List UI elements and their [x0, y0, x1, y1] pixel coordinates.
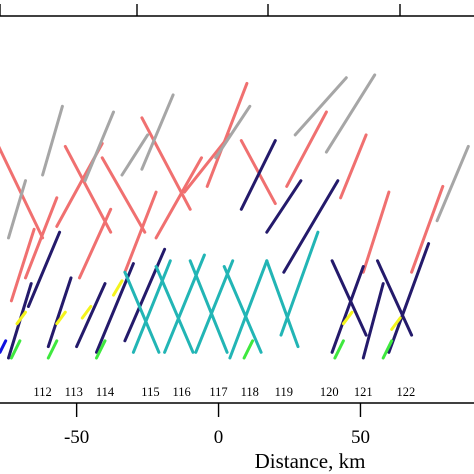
ray-salmon-5	[123, 190, 158, 274]
ray-salmon-7	[205, 81, 249, 188]
ray-gray-21	[120, 133, 150, 177]
ray-salmon-1	[0, 145, 45, 240]
ray-green-59	[242, 339, 255, 360]
x-tick-label: -50	[64, 427, 89, 448]
station-label: 113	[65, 385, 83, 399]
ray-salmon-11	[183, 133, 232, 194]
station-label: 120	[320, 385, 339, 399]
ray-navy-33	[265, 179, 303, 234]
ray-teal-45	[154, 265, 195, 354]
ray-yellow-53	[112, 279, 124, 297]
x-tick-label: 0	[214, 427, 224, 448]
station-label: 121	[354, 385, 373, 399]
ray-yellow-55	[390, 316, 402, 331]
ray-teal-44	[123, 270, 161, 354]
station-label: 112	[33, 385, 51, 399]
ray-gray-23	[293, 76, 348, 137]
ray-salmon-2	[24, 196, 59, 280]
ray-navy-32	[239, 139, 277, 211]
ray-blue-62	[0, 339, 8, 354]
ray-salmon-8	[63, 144, 113, 234]
ray-navy-38	[330, 259, 368, 337]
ray-navy-28	[75, 282, 107, 349]
ray-salmon-9	[100, 156, 147, 234]
ray-yellow-51	[55, 310, 67, 326]
station-label: 122	[397, 385, 416, 399]
station-label: 115	[141, 385, 159, 399]
ray-gray-24	[324, 73, 377, 154]
ray-green-61	[381, 339, 394, 360]
ray-teal-48	[265, 259, 300, 349]
ray-salmon-4	[78, 207, 113, 280]
ray-salmon-14	[339, 133, 368, 200]
station-labels: 110111112113114115116117118119120121122	[0, 385, 415, 399]
ray-salmon-13	[285, 110, 328, 188]
ray-teal-40	[131, 259, 172, 354]
plot-area	[0, 73, 470, 360]
ray-navy-27	[26, 230, 62, 308]
ray-salmon-15	[361, 190, 391, 274]
ray-green-56	[9, 339, 22, 360]
ray-yellow-50	[15, 310, 27, 326]
ray-teal-41	[163, 253, 206, 354]
x-axis-label: Distance, km	[255, 449, 366, 473]
ray-gray-19	[83, 110, 115, 183]
ray-teal-43	[228, 259, 269, 360]
ray-navy-37	[387, 242, 431, 354]
ray-teal-47	[222, 265, 263, 354]
ray-gray-20	[140, 93, 175, 171]
station-label: 118	[241, 385, 259, 399]
station-label: 119	[275, 385, 293, 399]
ray-green-57	[46, 339, 59, 360]
station-label: 116	[173, 385, 191, 399]
ray-navy-29	[46, 276, 73, 349]
ray-gray-22	[214, 104, 252, 160]
ray-salmon-10	[140, 116, 192, 211]
ray-navy-31	[123, 247, 167, 343]
ray-navy-36	[361, 282, 385, 360]
ray-yellow-52	[80, 305, 93, 320]
ray-green-58	[95, 339, 107, 360]
top-axis-ticks	[0, 4, 401, 16]
ray-navy-34	[282, 179, 340, 274]
ray-navy-35	[330, 265, 365, 354]
ray-salmon-0	[9, 227, 36, 303]
ray-gray-25	[435, 144, 470, 223]
ray-gray-18	[7, 179, 27, 240]
ray-salmon-6	[154, 156, 203, 240]
ray-salmon-16	[410, 184, 445, 274]
ray-teal-49	[279, 230, 320, 337]
station-label: 117	[209, 385, 227, 399]
ray-yellow-54	[341, 310, 354, 326]
station-label: 114	[96, 385, 115, 399]
ray-gray-17	[41, 104, 64, 177]
x-tick-label: 50	[351, 427, 370, 448]
ray-teal-42	[194, 259, 235, 354]
ray-teal-46	[188, 259, 229, 354]
ray-navy-39	[376, 259, 414, 337]
ray-green-60	[333, 339, 345, 360]
